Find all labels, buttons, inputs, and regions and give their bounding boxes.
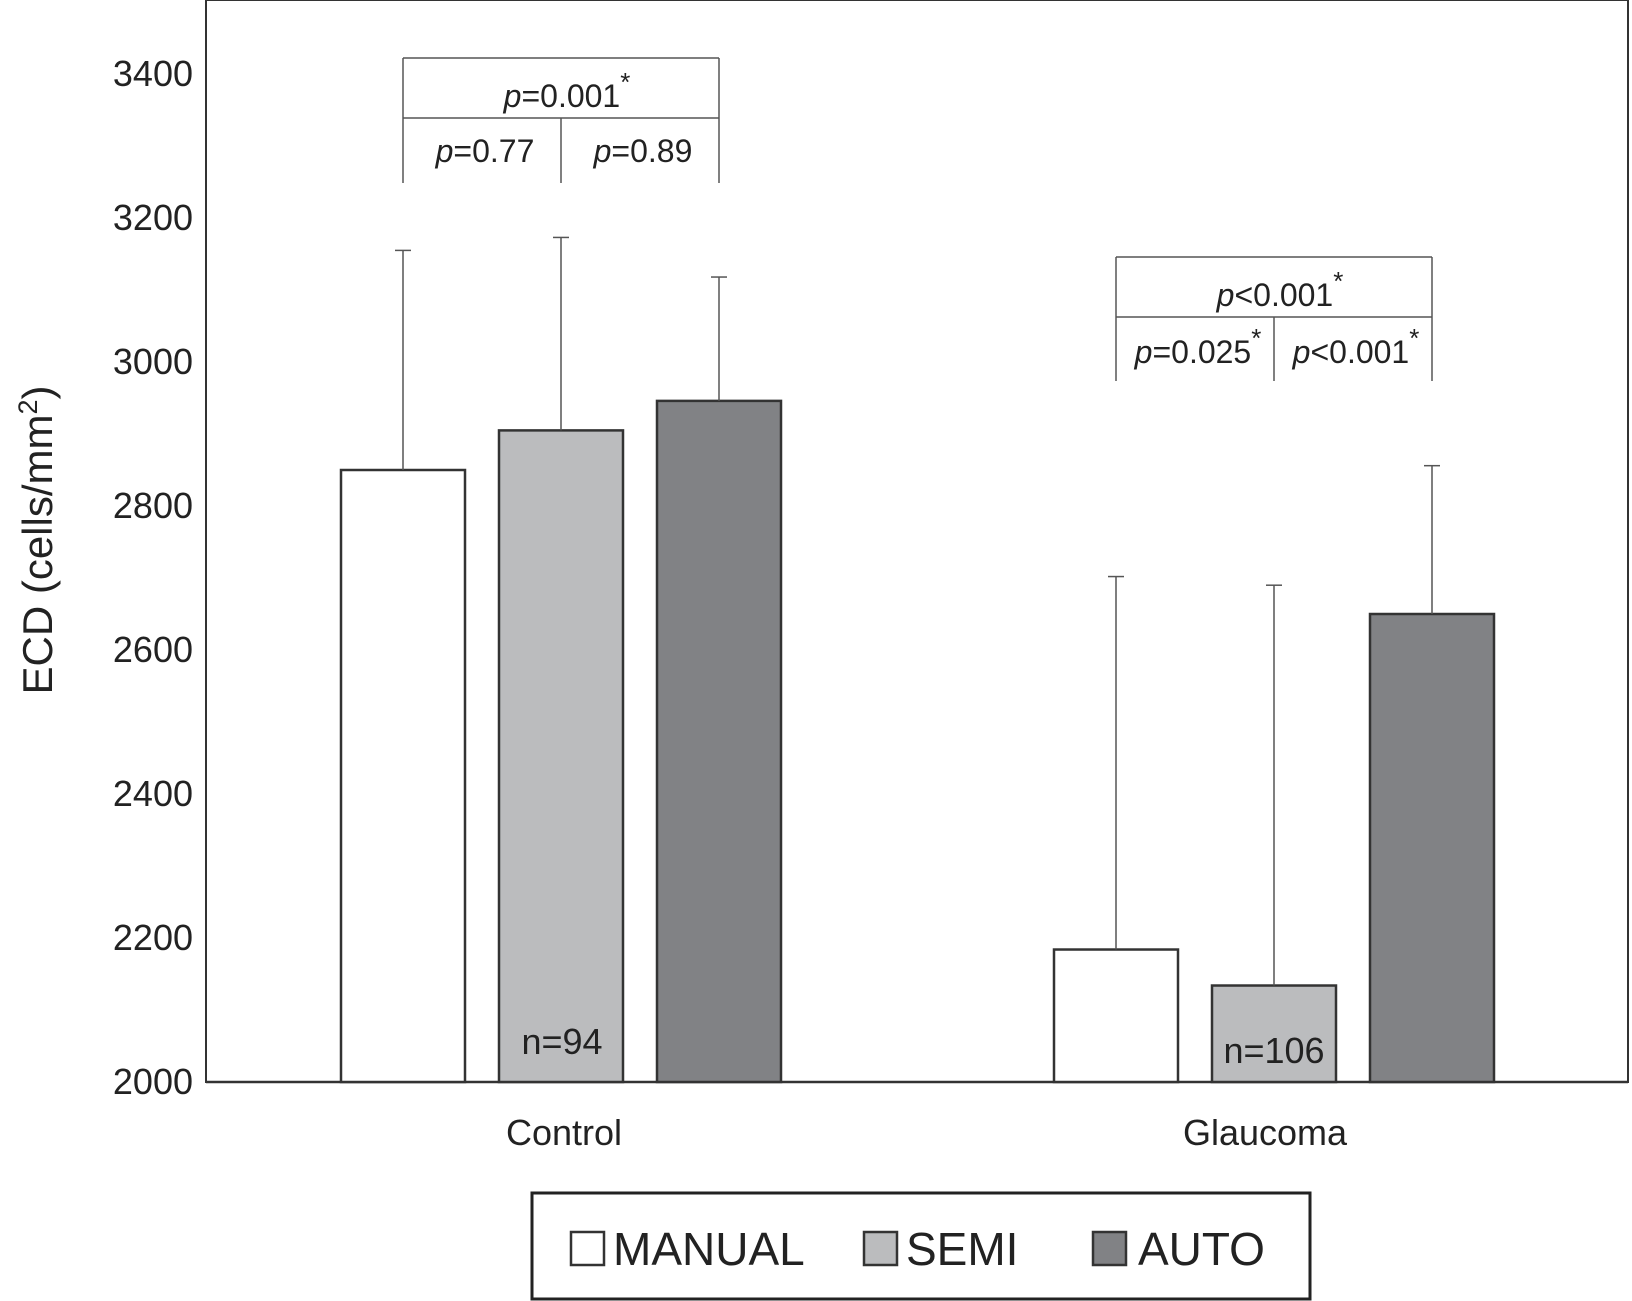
y-axis-title: ECD (cells/mm2) bbox=[13, 385, 61, 694]
p-value-manual-semi-glaucoma: p=0.025* bbox=[1134, 323, 1262, 370]
y-tick-labels: 2000 2200 2400 2600 2800 3000 3200 3400 bbox=[113, 53, 193, 1102]
p-value-semi-auto-control: p=0.89 bbox=[593, 133, 693, 169]
bar-semi-glaucoma bbox=[1210, 984, 1338, 1084]
y-tick-label: 2600 bbox=[113, 629, 193, 670]
significance-layer: p=0.001* p=0.77 p=0.89 p<0.001* p=0.025* p<0.… bbox=[402, 57, 1433, 381]
category-label-control: Control bbox=[506, 1112, 622, 1153]
legend-swatch-semi bbox=[862, 1230, 899, 1267]
y-tick-label: 3000 bbox=[113, 341, 193, 382]
error-bars-layer bbox=[395, 236, 1440, 986]
bar-semi-control bbox=[497, 429, 625, 1084]
y-tick-label: 3400 bbox=[113, 53, 193, 94]
n-label-glaucoma: n=106 bbox=[1223, 1030, 1324, 1071]
bar-auto-glaucoma bbox=[1368, 612, 1496, 1084]
y-tick-label: 2000 bbox=[113, 1061, 193, 1102]
y-tick-label: 2200 bbox=[113, 917, 193, 958]
legend-label-semi: SEMI bbox=[906, 1223, 1018, 1275]
legend-swatch-auto bbox=[1091, 1230, 1128, 1267]
legend-frame bbox=[530, 1191, 1312, 1301]
bar-manual-glaucoma bbox=[1052, 948, 1180, 1084]
y-tick-label: 2800 bbox=[113, 485, 193, 526]
p-value-overall-control: p=0.001* bbox=[503, 67, 631, 114]
bar-manual-control bbox=[339, 468, 467, 1084]
legend-label-auto: AUTO bbox=[1138, 1223, 1265, 1275]
p-value-manual-semi-control: p=0.77 bbox=[435, 133, 535, 169]
p-value-overall-glaucoma: p<0.001* bbox=[1216, 266, 1344, 313]
legend-label-manual: MANUAL bbox=[613, 1223, 805, 1275]
y-axis-title-superscript: 2 bbox=[13, 399, 43, 414]
category-label-glaucoma: Glaucoma bbox=[1183, 1112, 1348, 1153]
legend: MANUAL SEMI AUTO bbox=[530, 1191, 1312, 1301]
legend-swatch-manual bbox=[569, 1230, 606, 1267]
y-axis-title-close: ) bbox=[14, 385, 61, 399]
bars-layer bbox=[339, 399, 1496, 1084]
y-tick-label: 2400 bbox=[113, 773, 193, 814]
p-value-semi-auto-glaucoma: p<0.001* bbox=[1292, 323, 1420, 370]
y-tick-label: 3200 bbox=[113, 197, 193, 238]
n-label-control: n=94 bbox=[521, 1021, 602, 1062]
bar-auto-control bbox=[655, 399, 783, 1084]
y-axis-title-main: ECD (cells/mm bbox=[14, 415, 61, 695]
